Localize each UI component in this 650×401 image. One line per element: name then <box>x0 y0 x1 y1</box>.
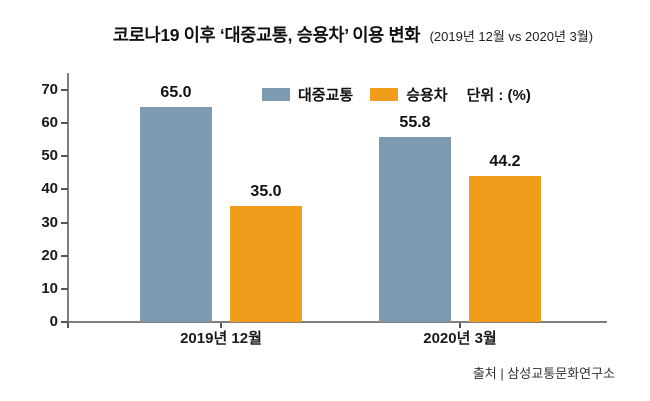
x-tick-label-0: 2019년 12월 <box>180 330 262 347</box>
y-tick-mark <box>61 221 68 224</box>
legend-label: 대중교통 <box>298 87 354 104</box>
bar-value-label: 44.2 <box>489 152 521 170</box>
x-tick-mark <box>459 323 461 328</box>
bar-series0-group1 <box>379 137 451 322</box>
y-tick-label: 10 <box>41 279 58 297</box>
bar-value-label: 55.8 <box>399 114 431 132</box>
bar-series1-group1 <box>469 175 541 322</box>
y-tick-label: 20 <box>41 246 58 264</box>
y-tick-mark <box>61 89 68 91</box>
legend-item-0: 대중교통 <box>262 84 353 105</box>
bar-value-label: 65.0 <box>160 83 192 101</box>
legend-item-1: 승용차 <box>370 84 448 105</box>
x-tick-mark <box>220 323 222 328</box>
y-tick-mark <box>61 155 68 158</box>
y-tick-mark <box>61 287 68 290</box>
y-tick-label: 40 <box>41 180 58 198</box>
chart-title: 코로나19 이후 ‘대중교통, 승용차’ 이용 변화 (2019년 12월 vs… <box>0 22 650 47</box>
legend-swatch-icon <box>370 88 399 101</box>
y-axis-line <box>67 73 69 323</box>
legend-swatch-icon <box>262 88 290 101</box>
y-tick-label: 0 <box>49 313 58 330</box>
y-tick-label: 60 <box>41 114 58 132</box>
y-tick-mark <box>61 122 68 125</box>
y-tick-mark <box>61 321 68 323</box>
unit-label: 단위 : (%) <box>466 87 531 104</box>
y-tick-label: 30 <box>41 213 58 231</box>
x-axis-line <box>68 321 607 323</box>
source-caption: 출처 | 삼성교통문화연구소 <box>472 366 615 381</box>
chart-legend: 대중교통 승용차 단위 : (%) <box>262 84 531 105</box>
legend-label: 승용차 <box>406 87 448 104</box>
y-tick-mark <box>61 188 68 191</box>
chart-title-main: 코로나19 이후 ‘대중교통, 승용차’ 이용 변화 <box>112 25 421 45</box>
bar-series0-group0 <box>140 106 212 322</box>
x-tick-label-1: 2020년 3월 <box>423 330 497 347</box>
chart-title-sub: (2019년 12월 vs 2020년 3월) <box>429 29 594 44</box>
x-origin-tick <box>67 323 69 328</box>
y-tick-mark <box>61 254 68 257</box>
y-tick-label: 70 <box>41 81 58 98</box>
y-tick-label: 50 <box>41 147 58 165</box>
bar-series1-group0 <box>230 206 302 322</box>
bar-value-label: 35.0 <box>250 183 282 200</box>
